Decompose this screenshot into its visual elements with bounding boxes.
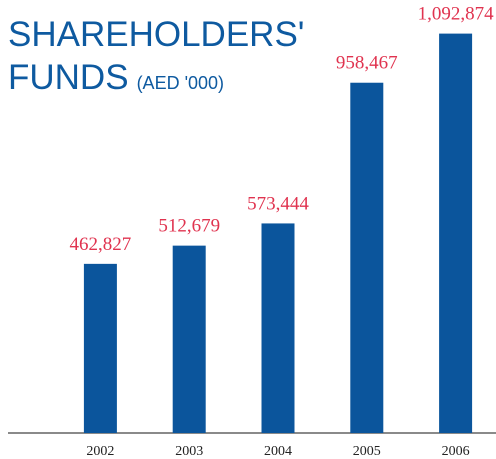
x-tick-label: 2004: [264, 444, 292, 459]
chart-subtitle: (AED '000): [137, 73, 224, 93]
x-tick-label: 2002: [86, 444, 114, 459]
x-tick-label: 2005: [353, 444, 381, 459]
value-label: 462,827: [70, 234, 132, 255]
value-label: 1,092,874: [418, 4, 495, 25]
value-label: 573,444: [247, 193, 309, 214]
value-label: 512,679: [158, 216, 220, 237]
chart-title: SHAREHOLDERS': [8, 15, 304, 54]
bar: [350, 82, 384, 433]
chart-title: FUNDS: [8, 58, 129, 97]
bar: [439, 33, 473, 434]
bar: [261, 223, 295, 433]
bar: [83, 263, 117, 433]
bar: [172, 245, 206, 433]
x-tick-label: 2003: [175, 444, 203, 459]
x-tick-label: 2006: [442, 444, 470, 459]
value-label: 958,467: [336, 53, 398, 74]
